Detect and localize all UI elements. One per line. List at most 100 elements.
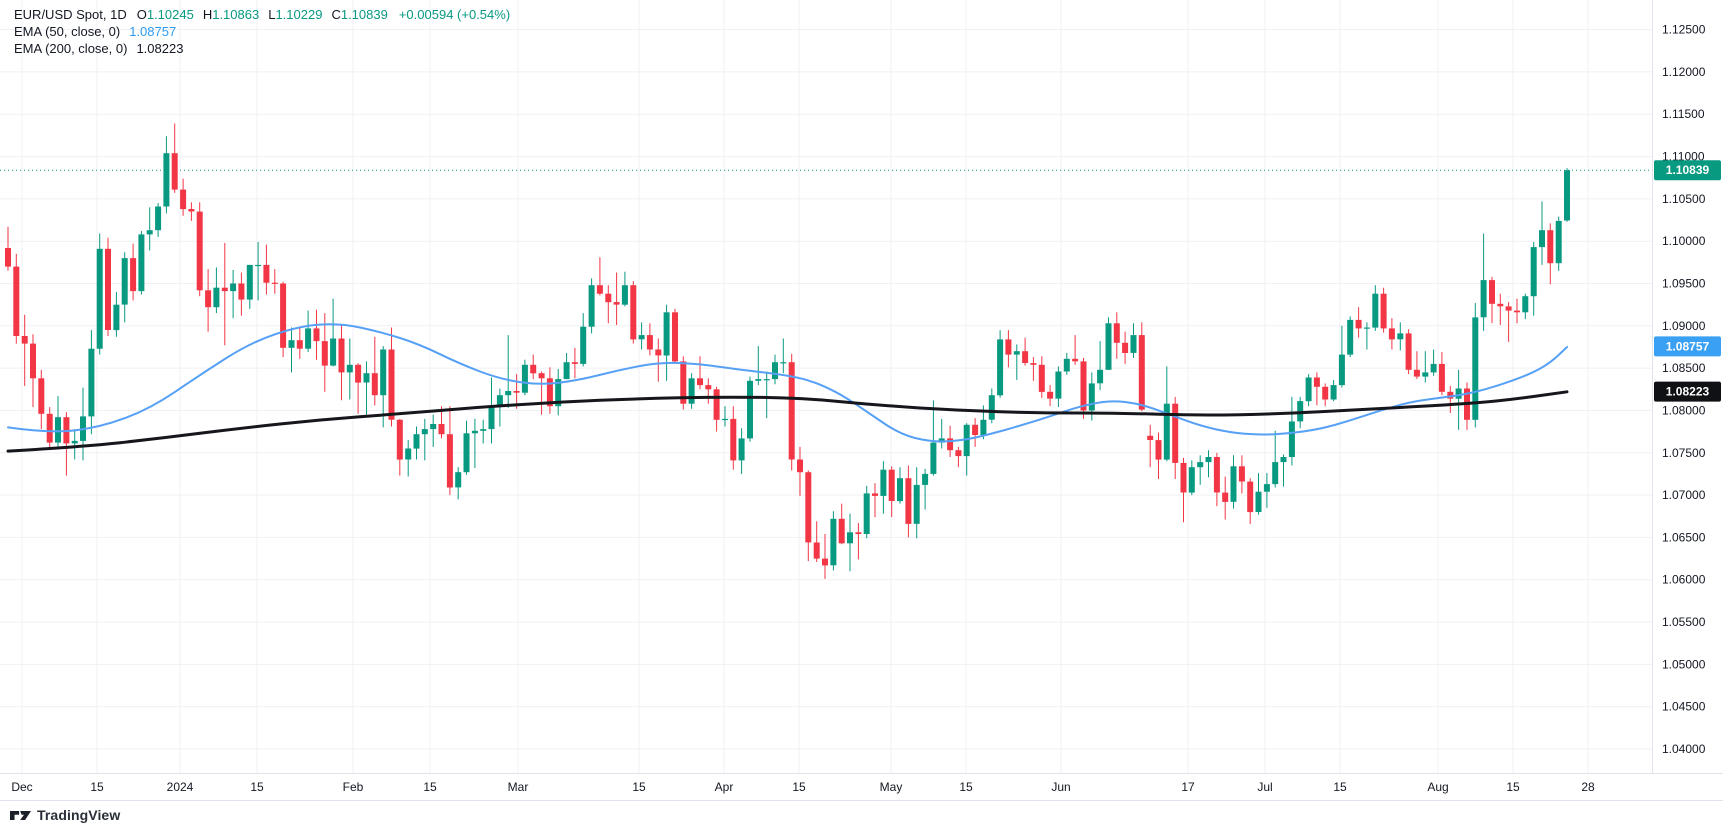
candle [130, 258, 137, 292]
candle [1330, 385, 1337, 400]
candle [1413, 369, 1420, 377]
svg-text:Dec: Dec [11, 780, 32, 794]
candle [538, 373, 545, 379]
candle [680, 361, 687, 404]
candle [1497, 303, 1504, 307]
candle [630, 285, 637, 340]
ema50-legend-row[interactable]: EMA (50, close, 0) 1.08757 [14, 23, 510, 40]
candle [730, 418, 737, 461]
time-axis[interactable]: Dec 15 2024 15 Feb 15 Mar 15 Apr 15 May 15 Jun 17 Jul 1… [11, 780, 1595, 794]
candle [755, 379, 762, 381]
candle [1455, 388, 1462, 399]
candle [1113, 323, 1120, 343]
candle [797, 459, 803, 473]
candle [947, 438, 954, 451]
candle [822, 558, 828, 566]
candle [213, 287, 220, 308]
candle [546, 378, 553, 407]
candle [1130, 335, 1137, 353]
svg-text:Aug: Aug [1427, 780, 1448, 794]
candle [563, 362, 570, 380]
candle [88, 348, 95, 417]
ema200-value: 1.08223 [136, 41, 184, 56]
candle [1072, 358, 1079, 362]
candle [505, 391, 512, 396]
candle [1363, 327, 1370, 329]
candle [613, 302, 620, 305]
candle [471, 430, 478, 434]
svg-text:1.07000: 1.07000 [1662, 488, 1706, 502]
ema50-label: EMA (50, close, 0) [14, 24, 121, 39]
svg-text:1.05000: 1.05000 [1662, 657, 1706, 671]
candle [1263, 484, 1270, 492]
candle [1088, 383, 1095, 411]
ema50-line[interactable] [7, 323, 1568, 443]
candle [1305, 377, 1312, 402]
candle [313, 328, 320, 342]
symbol-title: EUR/USD Spot, 1D [14, 7, 127, 22]
candle [1222, 492, 1229, 502]
candle [1197, 462, 1204, 468]
candle [1422, 372, 1429, 377]
candle [388, 349, 395, 420]
candle [363, 373, 370, 383]
candle [55, 417, 61, 443]
svg-text:15: 15 [959, 780, 973, 794]
candle [905, 478, 912, 524]
svg-text:1.08500: 1.08500 [1662, 361, 1706, 375]
candle [105, 248, 111, 330]
candle [830, 518, 837, 566]
ema200-line[interactable] [6, 390, 1569, 453]
svg-text:1.09500: 1.09500 [1662, 277, 1706, 291]
svg-text:15: 15 [250, 780, 264, 794]
ema200-legend-row[interactable]: EMA (200, close, 0) 1.08223 [14, 40, 510, 57]
candle [1055, 371, 1062, 399]
candle [963, 424, 970, 457]
candle [346, 364, 353, 373]
candle [305, 328, 312, 349]
candle [805, 472, 812, 543]
candle [180, 189, 187, 210]
svg-text:1.08757: 1.08757 [1666, 339, 1710, 353]
candle [480, 429, 487, 431]
svg-text:Mar: Mar [508, 780, 529, 794]
candle [463, 433, 470, 473]
price-axis[interactable]: 1.12500 1.12000 1.11500 1.11000 1.10500 1.100… [1662, 23, 1706, 756]
candle [1447, 391, 1454, 399]
candle [1347, 319, 1354, 355]
candle [863, 493, 870, 534]
candle [872, 493, 878, 496]
candle [1372, 293, 1379, 328]
candle [1147, 435, 1154, 440]
svg-text:Feb: Feb [343, 780, 364, 794]
candle [722, 418, 728, 421]
candle [1514, 310, 1520, 313]
candle [1138, 335, 1145, 410]
candle [230, 283, 237, 292]
candle [1188, 467, 1195, 493]
candle [955, 450, 962, 457]
svg-text:Apr: Apr [715, 780, 734, 794]
candle [113, 304, 120, 331]
candle [655, 349, 662, 356]
candle [1163, 403, 1170, 460]
candle [972, 424, 979, 435]
candle [1122, 342, 1129, 353]
candle [688, 378, 695, 404]
candle [405, 448, 412, 460]
candle [1547, 230, 1554, 264]
symbol-legend-row[interactable]: EUR/USD Spot, 1D O1.10245 H1.10863 L1.10… [14, 6, 510, 23]
candle [321, 341, 328, 366]
svg-text:1.07500: 1.07500 [1662, 446, 1706, 460]
candle [238, 283, 245, 300]
candle [446, 434, 453, 488]
candle [38, 378, 45, 414]
candle [1388, 328, 1395, 340]
legend: EUR/USD Spot, 1D O1.10245 H1.10863 L1.10… [14, 6, 510, 57]
svg-text:1.04500: 1.04500 [1662, 700, 1706, 714]
candle [780, 362, 787, 364]
candle [838, 518, 845, 544]
candle [513, 391, 520, 393]
tradingview-logo[interactable]: TradingView [10, 807, 120, 823]
